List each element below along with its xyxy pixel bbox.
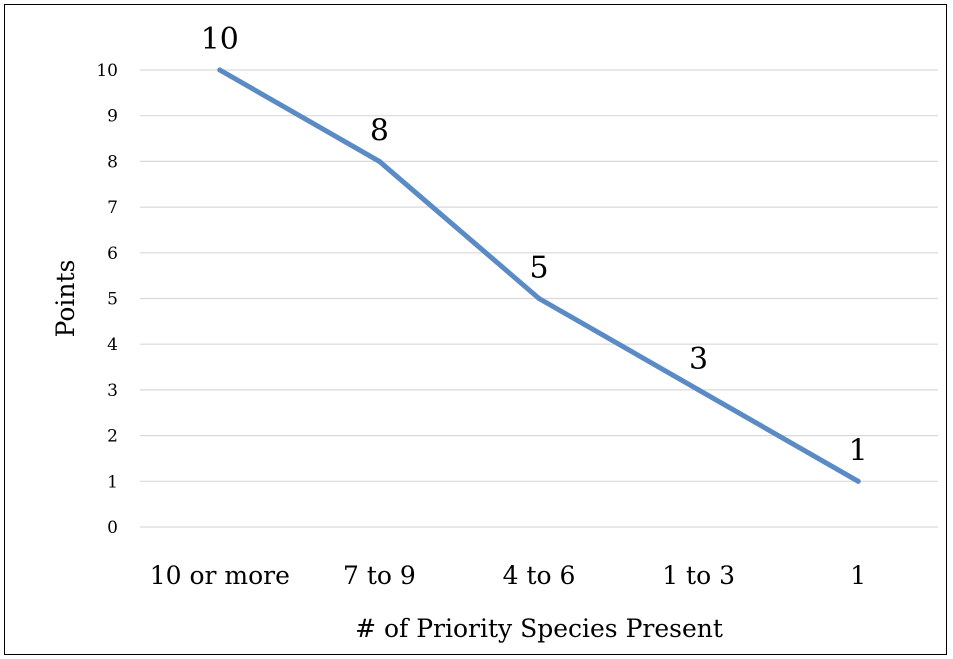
data-point [536, 296, 542, 301]
y-tick-label-9: 9 [107, 107, 118, 127]
y-tick-label-6: 6 [107, 244, 118, 264]
x-category-label: 7 to 9 [343, 561, 416, 590]
data-label: 10 [201, 22, 239, 57]
y-tick-label-10: 10 [96, 61, 118, 81]
data-label: 5 [529, 251, 548, 286]
data-point [376, 158, 382, 164]
gridlines [140, 69, 938, 528]
chart-frame [4, 4, 947, 655]
x-category-label: 1 to 3 [662, 561, 735, 590]
data-point [855, 478, 861, 484]
series-layer [217, 67, 861, 484]
data-label: 8 [370, 113, 389, 148]
x-category-label: 10 or more [150, 561, 290, 590]
x-category-label: 1 [850, 561, 866, 590]
data-label: 1 [849, 433, 868, 468]
data-label: 3 [689, 342, 708, 377]
y-tick-label-7: 7 [107, 198, 118, 218]
y-tick-label-5: 5 [107, 290, 118, 310]
y-axis-title: Points [51, 260, 80, 338]
x-axis-categories: 10 or more 7 to 9 4 to 6 1 to 3 1 [150, 561, 866, 590]
y-tick-label-3: 3 [107, 381, 118, 401]
data-point [696, 387, 702, 393]
y-tick-label-2: 2 [107, 427, 118, 447]
y-tick-label-8: 8 [107, 152, 118, 172]
y-tick-label-4: 4 [107, 335, 118, 355]
y-axis-ticks: 0 1 2 3 4 5 6 7 8 9 10 [96, 61, 118, 538]
y-tick-label-1: 1 [107, 472, 118, 492]
data-labels: 10 8 5 3 1 [201, 22, 868, 468]
y-tick-label-0: 0 [107, 518, 118, 538]
x-category-label: 4 to 6 [503, 561, 576, 590]
x-axis-title: # of Priority Species Present [355, 614, 723, 643]
data-point [217, 67, 223, 73]
